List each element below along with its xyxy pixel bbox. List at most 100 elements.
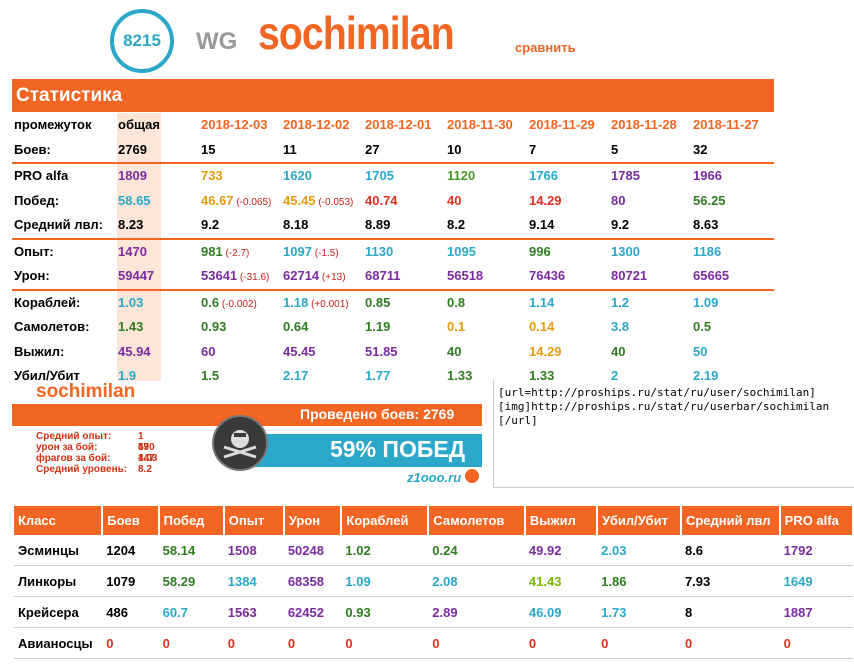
stats-cell: 3.8 — [611, 319, 630, 334]
stats-cell: 56518 — [447, 268, 484, 283]
stats-cell: 0.85 — [365, 294, 391, 310]
class-table-header-cell[interactable]: Убил/Убит — [597, 506, 682, 535]
stats-delta: (-0.002) — [219, 298, 257, 310]
stats-row-label: Самолетов: — [14, 319, 90, 334]
class-table-cell: 0 — [597, 627, 681, 659]
class-table-cell: 0 — [341, 627, 429, 659]
userbar-stats: Средний опыт: 1 470 урон за бой: 59 447 фраг… — [36, 431, 157, 475]
class-table-header-cell[interactable]: Опыт — [223, 506, 285, 535]
stats-cell: 1120 — [447, 168, 476, 183]
class-table-cell: Авианосцы — [14, 627, 103, 659]
stats-delta: (+0.001) — [308, 298, 349, 310]
stats-cell: 60 — [201, 343, 216, 359]
column-date[interactable]: 2018-11-28 — [611, 117, 677, 132]
stats-cell: 46.67 (-0.065) — [201, 192, 272, 208]
stats-cell: 1.09 — [693, 294, 719, 310]
stats-cell: 9.2 — [201, 217, 220, 232]
class-table-header-cell[interactable]: Самолетов — [428, 506, 526, 535]
class-table-header-cell[interactable]: Кораблей — [341, 506, 430, 535]
stats-cell: 50 — [693, 343, 708, 359]
class-table-cell: 49.92 — [524, 535, 598, 566]
stats-row: Урон: 59447 53641 (-31.6) 62714 (+13) 68711 5… — [12, 264, 774, 289]
class-table-cell: 1.02 — [341, 535, 429, 566]
userbar-stat-label: Средний опыт: — [36, 431, 112, 442]
stats-cell: 27 — [365, 141, 380, 157]
stats-cell: 68711 — [365, 268, 401, 283]
class-table-header-cell[interactable]: Боев — [102, 506, 160, 535]
table-row: Авианосцы 0 0 0 0 0 0 0 0 0 0 — [14, 627, 853, 659]
stats-cell: 981 (-2.7) — [201, 243, 250, 259]
userbar-stat-line: урон за бой: 59 447 — [36, 442, 155, 464]
column-date[interactable]: 2018-11-27 — [693, 117, 759, 132]
stats-cell: 1705 — [365, 168, 394, 183]
stats-cell: 40 — [447, 343, 462, 359]
stats-cell: 733 — [201, 168, 223, 183]
stats-cell: 45.45 — [283, 343, 316, 359]
class-table-cell: 0 — [158, 627, 224, 659]
stats-cell: 40 — [447, 192, 462, 208]
stats-delta: (-0.065) — [233, 196, 272, 208]
compare-link[interactable]: сравнить — [515, 40, 576, 55]
column-date[interactable]: 2018-12-03 — [201, 117, 268, 132]
stats-row-label: Опыт: — [14, 243, 54, 259]
class-table-cell: 2.03 — [597, 535, 681, 566]
class-table-cell: 60.7 — [158, 596, 224, 628]
rating-circle: 8215 — [110, 9, 174, 73]
class-table-header-cell[interactable]: Класс — [14, 506, 104, 535]
stats-cell: 0.5 — [693, 319, 712, 334]
stats-row: Опыт: 1470 981 (-2.7) 1097 (-1.5) 1130 1095 99… — [12, 240, 774, 265]
class-table-cell: 58.14 — [158, 535, 224, 566]
stats-cell: 2 — [611, 368, 619, 383]
column-date[interactable]: 2018-12-01 — [365, 117, 432, 132]
stats-cell: 1130 — [365, 243, 394, 259]
bbcode-textarea[interactable]: [url=http://proships.ru/stat/ru/user/soc… — [493, 380, 854, 488]
class-table: Класс Боев Побед Опыт Урон Кораблей Самолетов В… — [14, 506, 854, 659]
stats-cell: 0.64 — [283, 319, 309, 334]
column-date[interactable]: 2018-11-29 — [529, 117, 595, 132]
class-table-cell: Линкоры — [14, 565, 103, 597]
clan-tag[interactable]: WG — [196, 28, 238, 55]
stats-cell: 1186 — [693, 243, 722, 259]
class-table-cell: Эсминцы — [14, 535, 103, 566]
class-table-header-cell[interactable]: PRO alfa — [779, 506, 854, 535]
class-table-cell: 0 — [283, 627, 342, 659]
column-date[interactable]: 2018-12-02 — [283, 117, 350, 132]
stats-cell: 8.18 — [283, 217, 309, 232]
stats-cell: 1.5 — [201, 368, 220, 383]
class-table-header-cell[interactable]: Средний лвл — [680, 506, 781, 535]
stats-cell: 1809 — [118, 168, 147, 183]
stats-cell: 76436 — [529, 268, 566, 283]
userbar-name: sochimilan — [36, 381, 136, 402]
class-table-header-cell[interactable]: Выжил — [524, 506, 599, 535]
stats-cell: 1095 — [447, 243, 476, 259]
stats-cell: 0.8 — [447, 294, 466, 310]
class-table-cell: 0 — [524, 627, 598, 659]
stats-cell: 0.1 — [447, 319, 466, 334]
userbar-battles: Проведено боев: 2769 — [300, 406, 455, 422]
class-table-cell: 1079 — [102, 565, 159, 597]
stats-cell: 2.19 — [693, 368, 719, 383]
table-row: Эсминцы 1204 58.14 1508 50248 1.02 0.24 49.92 2.… — [14, 535, 853, 566]
class-table-cell: 0 — [102, 627, 159, 659]
class-table-cell: 1384 — [223, 565, 284, 597]
class-table-header-cell[interactable]: Урон — [283, 506, 343, 535]
class-table-cell: 1508 — [223, 535, 284, 566]
table-row: Крейсера 486 60.7 1563 62452 0.93 2.89 46.09 1.7… — [14, 596, 853, 628]
userbar-stat-line: Средний уровень: 8.2 — [36, 464, 152, 475]
stats-cell: 9.14 — [529, 217, 555, 232]
class-table-cell: Крейсера — [14, 596, 103, 628]
stats-row-label: Убил/Убит — [14, 368, 80, 383]
stats-row: PRO alfa 1809 733 1620 1705 1120 1766 1785 1966 — [12, 164, 774, 189]
class-table-cell: 486 — [102, 596, 159, 628]
column-date[interactable]: 2018-11-30 — [447, 117, 513, 132]
stats-cell: 9.2 — [611, 217, 630, 232]
class-table-header-cell[interactable]: Побед — [158, 506, 225, 535]
stats-cell: 1.2 — [611, 294, 630, 310]
rating-value: 8215 — [123, 31, 161, 50]
class-table-cell: 0 — [428, 627, 525, 659]
stats-cell: 2.17 — [283, 368, 309, 383]
stats-row-label: Побед: — [14, 192, 60, 208]
site-icon — [465, 469, 479, 483]
class-table-cell: 50248 — [283, 535, 342, 566]
class-table-cell: 7.93 — [680, 565, 780, 597]
